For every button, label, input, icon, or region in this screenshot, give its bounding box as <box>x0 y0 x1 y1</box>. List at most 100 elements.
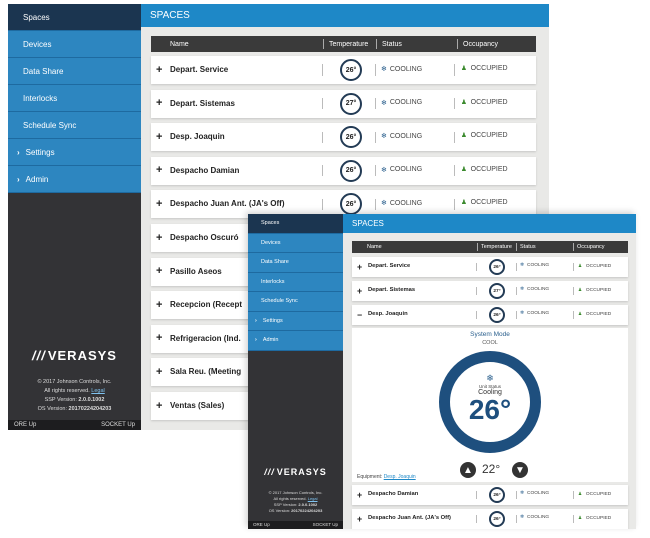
space-name: Desp. Joaquin <box>170 132 225 142</box>
sidebar-item[interactable]: Schedule Sync <box>8 112 141 139</box>
occupancy-cell: ♟ OCCUPIED <box>461 65 508 72</box>
space-name: Despacho Damian <box>170 165 240 175</box>
col-name: Name <box>170 40 189 48</box>
thermostat-dial: ❄ Unit Status Cooling 26° <box>439 351 541 453</box>
equipment-line: Equipment: Desp. Joaquin <box>357 474 416 480</box>
sidebar-item[interactable]: Schedule Sync <box>248 292 343 312</box>
status-cell: ❄ COOLING <box>381 132 423 141</box>
verasys-logo-icon: /// <box>264 467 275 477</box>
equipment-link[interactable]: Desp. Joaquin <box>383 474 416 480</box>
status-cell: ❄ COOLING <box>520 287 549 292</box>
occupancy-cell: ♟ OCCUPIED <box>578 287 611 293</box>
occupancy-cell: ♟ OCCUPIED <box>578 491 611 497</box>
brand-logo: ///VERASYS <box>8 348 141 363</box>
table-row[interactable]: + Despacho Damian 26° ❄ COOLING ♟ OCCUPIED <box>151 156 536 185</box>
sidebar-item[interactable]: Data Share <box>8 58 141 85</box>
table-row[interactable]: + Depart. Service 26° ❄ COOLING ♟ OCCUPIED <box>352 257 628 277</box>
temperature-badge: 26° <box>340 159 362 182</box>
snowflake-icon: ❄ <box>520 515 525 521</box>
page-title: SPACES <box>352 219 384 228</box>
occupancy-text: OCCUPIED <box>585 491 612 497</box>
sidebar-item[interactable]: › Settings <box>248 312 343 331</box>
expand-toggle-icon[interactable]: + <box>156 63 163 76</box>
expand-toggle-icon[interactable]: + <box>156 332 163 345</box>
person-icon: ♟ <box>578 515 582 521</box>
occupancy-text: OCCUPIED <box>585 263 612 269</box>
current-temperature: 26° <box>468 394 512 425</box>
space-name: Depart. Sistemas <box>368 287 416 294</box>
status-text: COOLING <box>389 199 423 207</box>
expand-toggle-icon[interactable]: + <box>156 399 163 412</box>
brand-name: VERASYS <box>47 348 117 363</box>
status-text: COOLING <box>389 132 423 140</box>
sidebar-item-label: Schedule Sync <box>23 120 77 130</box>
expand-toggle-icon[interactable]: + <box>156 365 163 378</box>
sidebar-item[interactable]: Interlocks <box>8 85 141 112</box>
temperature-badge: 26° <box>489 307 505 323</box>
expand-toggle-icon[interactable]: + <box>357 261 363 272</box>
header-bar: SPACES <box>141 4 549 27</box>
snowflake-icon: ❄ <box>381 66 387 73</box>
equipment-label: Equipment: <box>357 474 383 480</box>
expand-toggle-icon[interactable]: + <box>357 513 363 524</box>
occupancy-text: OCCUPIED <box>585 287 612 293</box>
expand-toggle-icon[interactable]: + <box>156 97 163 110</box>
os-label: OS Version: <box>268 508 291 513</box>
sidebar-item[interactable]: › Admin <box>8 166 141 193</box>
person-icon: ♟ <box>461 199 467 207</box>
space-name: Despacho Juan Ant. (JA's Off) <box>368 515 451 522</box>
sidebar-item-label: Interlocks <box>23 93 58 103</box>
occupancy-text: OCCUPIED <box>585 515 612 521</box>
person-icon: ♟ <box>578 287 582 293</box>
expand-toggle-icon[interactable]: + <box>156 298 163 311</box>
sidebar-item[interactable]: Interlocks <box>248 273 343 292</box>
expand-toggle-icon[interactable]: + <box>156 265 163 278</box>
verasys-logo-icon: /// <box>32 348 46 363</box>
table-row[interactable]: + Depart. Sistemas 27° ❄ COOLING ♟ OCCUPIED <box>151 89 536 118</box>
setpoint-value: 22° <box>482 462 501 476</box>
system-mode-value[interactable]: COOL <box>482 340 498 346</box>
ore-status: ORE Up <box>253 522 270 527</box>
setpoint-up-button[interactable]: ▲ <box>460 462 476 478</box>
expand-toggle-icon[interactable]: + <box>156 164 163 177</box>
space-name: Sala Reu. (Meeting <box>170 367 242 377</box>
legal-link[interactable]: Legal <box>91 388 105 394</box>
sidebar-item-label: Data Share <box>261 259 289 266</box>
table-row[interactable]: + Despacho Juan Ant. (JA's Off) 26° ❄ COOLIN… <box>151 190 536 219</box>
col-temperature: Temperature <box>481 244 512 250</box>
table-row[interactable]: − Desp. Joaquin 26° ❄ COOLING ♟ OCCUPIED <box>352 305 628 325</box>
expand-toggle-icon[interactable]: + <box>156 231 163 244</box>
person-icon: ♟ <box>578 491 582 497</box>
occupancy-text: OCCUPIED <box>470 132 508 140</box>
col-name: Name <box>367 244 382 250</box>
status-cell: ❄ COOLING <box>520 311 549 316</box>
expand-toggle-icon[interactable]: + <box>156 197 163 210</box>
table-row[interactable]: + Depart. Service 26° ❄ COOLING ♟ OCCUPIED <box>151 56 536 84</box>
legal-link[interactable]: Legal <box>307 496 318 501</box>
os-version: 20170224204203 <box>291 508 323 513</box>
expand-toggle-icon[interactable]: + <box>156 130 163 143</box>
unit-status-value: Cooling <box>478 389 502 396</box>
copyright-block: © 2017 Johnson Controls, Inc. All rights… <box>8 378 141 414</box>
snowflake-icon: ❄ <box>486 373 494 383</box>
expand-toggle-icon[interactable]: + <box>357 285 363 296</box>
table-row[interactable]: + Despacho Juan Ant. (JA's Off) 26° ❄ COOLIN… <box>352 509 628 529</box>
expand-toggle-icon[interactable]: − <box>357 309 363 320</box>
occupancy-text: OCCUPIED <box>470 65 508 72</box>
setpoint-down-button[interactable]: ▼ <box>512 462 528 478</box>
connection-status-bar: ORE Up SOCKET Up <box>248 521 343 529</box>
sidebar-item[interactable]: Devices <box>8 31 141 58</box>
sidebar-item[interactable]: › Admin <box>248 331 343 351</box>
sidebar-item[interactable]: Devices <box>248 234 343 253</box>
table-row[interactable]: + Depart. Sistemas 27° ❄ COOLING ♟ OCCUPIED <box>352 281 628 301</box>
space-detail-panel: System Mode COOL ❄ Unit Status Cooling 2… <box>352 328 628 482</box>
expand-toggle-icon[interactable]: + <box>357 489 363 500</box>
sidebar-item[interactable]: Data Share <box>248 253 343 273</box>
copyright-text: © 2017 Johnson Controls, Inc. <box>268 490 323 495</box>
status-cell: ❄ COOLING <box>381 199 423 208</box>
table-row[interactable]: + Despacho Damian 26° ❄ COOLING ♟ OCCUPIED <box>352 485 628 505</box>
sidebar-item[interactable]: Spaces <box>248 214 343 234</box>
sidebar-item[interactable]: › Settings <box>8 139 141 166</box>
table-row[interactable]: + Desp. Joaquin 26° ❄ COOLING ♟ OCCUPIED <box>151 123 536 152</box>
sidebar-item[interactable]: Spaces <box>8 4 141 31</box>
